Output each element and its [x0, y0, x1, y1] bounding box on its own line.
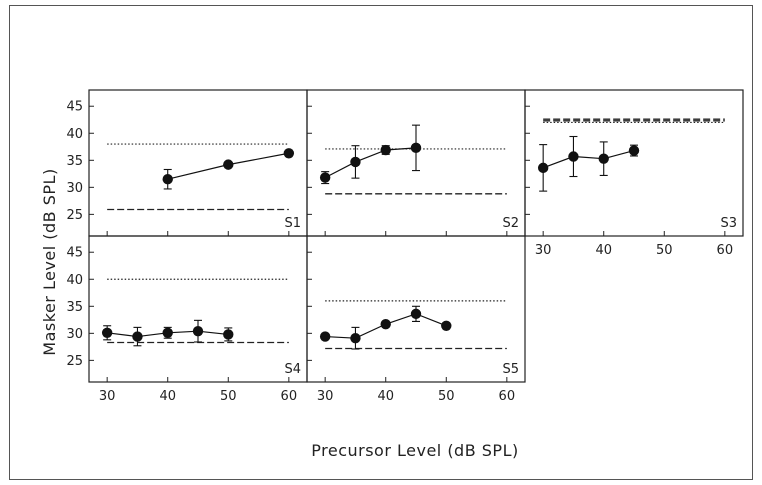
data-point	[598, 153, 609, 164]
data-point	[628, 145, 640, 156]
panel-label: S1	[284, 216, 301, 231]
data-point	[283, 148, 295, 159]
y-tick-label: 25	[66, 208, 83, 223]
data-series-line	[324, 147, 417, 179]
panel-frame	[306, 235, 526, 383]
data-point	[350, 156, 361, 168]
y-tick-label: 30	[66, 327, 83, 342]
y-tick-label: 45	[66, 100, 83, 115]
y-tick-label: 35	[66, 300, 83, 315]
data-point	[162, 327, 173, 338]
data-point	[568, 151, 579, 162]
data-series-line	[542, 149, 635, 169]
panel-s1: 25 30 35 40 45 S1	[66, 89, 308, 237]
y-tick-label: 40	[66, 273, 83, 288]
x-tick-label: 40	[159, 389, 176, 404]
panel-s2: S2	[306, 89, 526, 237]
y-tick-label: 40	[66, 127, 83, 142]
data-point	[350, 333, 361, 344]
data-point	[162, 174, 173, 185]
x-tick-label: 50	[220, 389, 237, 404]
panel-frame	[524, 89, 744, 237]
data-point	[441, 320, 452, 331]
x-tick-label: 30	[317, 389, 334, 404]
x-tick-label: 60	[717, 243, 734, 258]
panel-label: S4	[284, 362, 301, 377]
y-axis-title: Masker Level (dB SPL)	[40, 168, 59, 355]
panel-label: S3	[720, 216, 737, 231]
panel-label: S5	[502, 362, 519, 377]
data-point	[380, 318, 391, 330]
x-tick-label: 40	[595, 243, 612, 258]
x-axis-title: Precursor Level (dB SPL)	[311, 441, 518, 460]
x-tick-label: 30	[99, 389, 116, 404]
x-tick-label: 40	[377, 389, 394, 404]
data-point	[101, 327, 113, 338]
data-point	[319, 331, 331, 342]
y-tick-label: 35	[66, 154, 83, 169]
data-point	[537, 162, 549, 174]
y-tick-label: 30	[66, 181, 83, 196]
panel-label: S2	[502, 216, 519, 231]
data-point	[223, 159, 234, 170]
x-tick-label: 50	[656, 243, 673, 258]
panel-frame	[88, 235, 308, 383]
data-point	[192, 325, 204, 337]
data-point	[319, 172, 331, 183]
data-point	[223, 329, 234, 340]
x-tick-label: 60	[499, 389, 516, 404]
data-point	[410, 142, 422, 154]
x-tick-label: 60	[281, 389, 298, 404]
data-point	[380, 144, 391, 156]
figure-frame	[9, 5, 753, 480]
panel-frame	[88, 89, 308, 237]
data-point	[410, 308, 422, 320]
y-tick-label: 45	[66, 246, 83, 261]
panel-s4: 30 40 50 60 25 30 35 40 45 S4	[66, 235, 308, 404]
x-tick-label: 30	[535, 243, 552, 258]
data-point	[132, 331, 143, 342]
panel-s5: 30 40 50 60 S5	[306, 235, 526, 404]
panel-s3: 30 40 50 60 S3	[524, 89, 744, 258]
y-tick-label: 25	[66, 354, 83, 369]
x-tick-label: 50	[438, 389, 455, 404]
